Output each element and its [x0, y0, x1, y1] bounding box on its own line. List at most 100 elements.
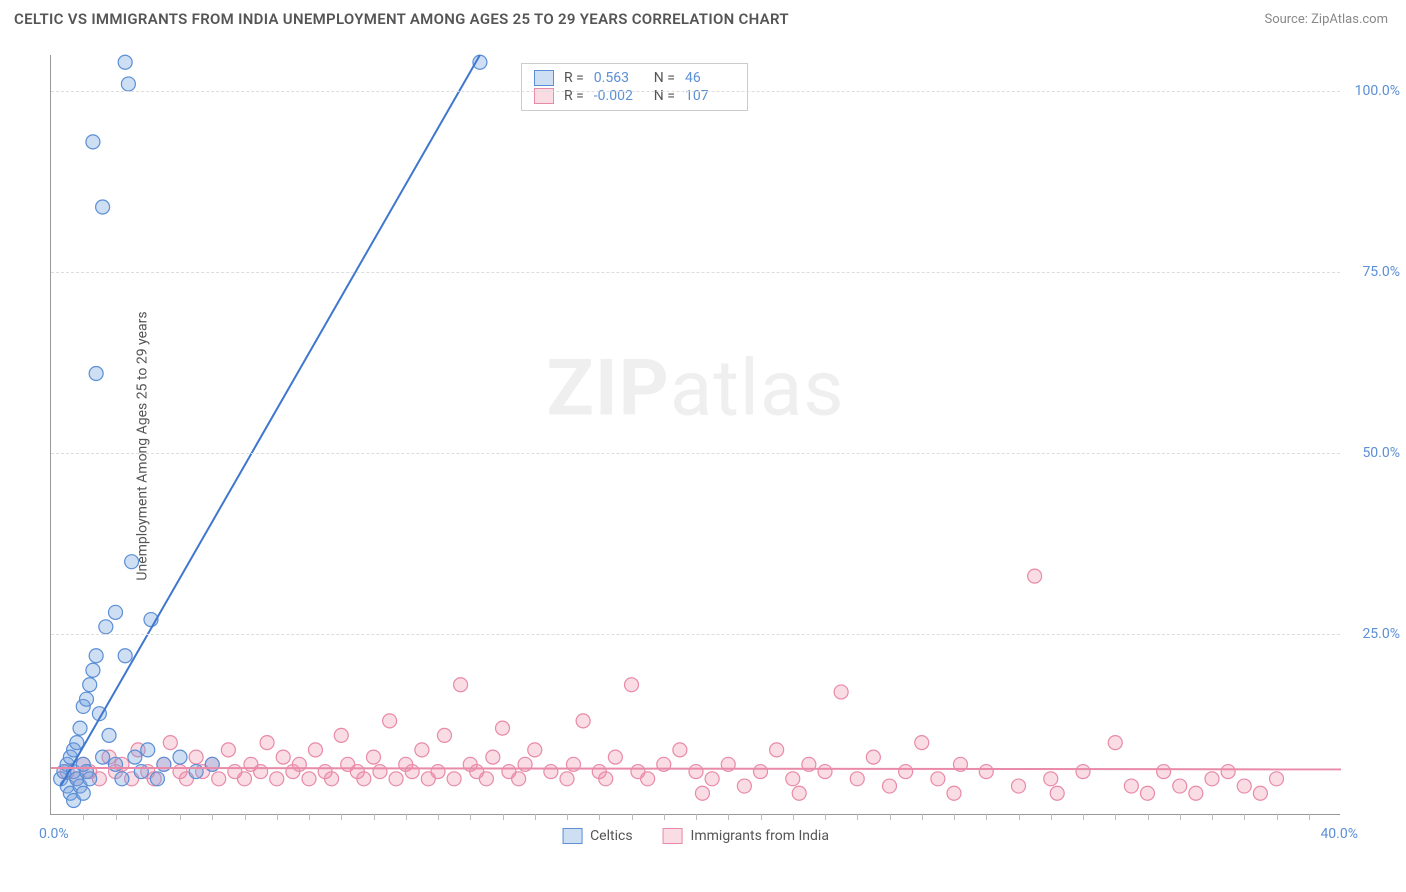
data-point [560, 772, 574, 786]
x-tick [696, 814, 697, 820]
x-tick [664, 814, 665, 820]
legend-item-india: Immigrants from India [663, 828, 829, 844]
data-point [641, 772, 655, 786]
x-tick [1212, 814, 1213, 820]
data-point [73, 721, 87, 735]
data-point [625, 678, 639, 692]
data-point [415, 743, 429, 757]
data-point [121, 77, 135, 91]
x-tick [599, 814, 600, 820]
data-point [260, 736, 274, 750]
x-max-label: 40.0% [1320, 826, 1358, 842]
data-point [528, 743, 542, 757]
data-point [1189, 786, 1203, 800]
x-tick [309, 814, 310, 820]
plot-svg [51, 55, 1340, 814]
x-tick [438, 814, 439, 820]
x-tick [890, 814, 891, 820]
chart-title: CELTIC VS IMMIGRANTS FROM INDIA UNEMPLOY… [14, 10, 789, 28]
plot-area: ZIPatlas R = 0.563 N = 46 R = -0.002 N =… [50, 55, 1340, 815]
data-point [221, 743, 235, 757]
data-point [383, 714, 397, 728]
x-tick [277, 814, 278, 820]
data-point [1221, 765, 1235, 779]
data-point [512, 772, 526, 786]
x-tick [1180, 814, 1181, 820]
data-point [792, 786, 806, 800]
data-point [205, 757, 219, 771]
data-point [373, 765, 387, 779]
data-point [979, 765, 993, 779]
data-point [125, 555, 139, 569]
y-tick-label: 25.0% [1345, 626, 1400, 642]
data-point [931, 772, 945, 786]
data-point [79, 692, 93, 706]
gridline-h [51, 272, 1340, 273]
x-tick [1019, 814, 1020, 820]
y-tick-label: 50.0% [1345, 445, 1400, 461]
data-point [1012, 779, 1026, 793]
gridline-h [51, 91, 1340, 92]
x-tick [793, 814, 794, 820]
data-point [118, 55, 132, 69]
data-point [947, 786, 961, 800]
x-tick [341, 814, 342, 820]
x-tick [632, 814, 633, 820]
data-point [576, 714, 590, 728]
data-point [254, 765, 268, 779]
x-tick [374, 814, 375, 820]
data-point [134, 765, 148, 779]
data-point [334, 728, 348, 742]
data-point [544, 765, 558, 779]
x-tick [406, 814, 407, 820]
data-point [1108, 736, 1122, 750]
data-point [325, 772, 339, 786]
x-min-label: 0.0% [39, 826, 69, 842]
data-point [1237, 779, 1251, 793]
data-point [128, 750, 142, 764]
source-name: ZipAtlas.com [1311, 12, 1388, 27]
x-tick [857, 814, 858, 820]
data-point [454, 678, 468, 692]
data-point [883, 779, 897, 793]
data-point [695, 786, 709, 800]
x-tick [954, 814, 955, 820]
legend-label-celtics: Celtics [590, 828, 632, 844]
data-point [1157, 765, 1171, 779]
data-point [405, 765, 419, 779]
swatch-celtics [562, 828, 582, 844]
x-tick [212, 814, 213, 820]
y-tick-label: 75.0% [1345, 264, 1400, 280]
data-point [1205, 772, 1219, 786]
data-point [479, 772, 493, 786]
trend-line [51, 768, 1341, 769]
data-point [608, 750, 622, 764]
gridline-h [51, 453, 1340, 454]
x-tick [116, 814, 117, 820]
data-point [1044, 772, 1058, 786]
x-tick [1309, 814, 1310, 820]
y-tick-label: 100.0% [1345, 83, 1400, 99]
x-tick [1244, 814, 1245, 820]
data-point [83, 772, 97, 786]
data-point [1253, 786, 1267, 800]
data-point [109, 605, 123, 619]
data-point [850, 772, 864, 786]
data-point [437, 728, 451, 742]
data-point [189, 765, 203, 779]
data-point [76, 786, 90, 800]
data-point [1124, 779, 1138, 793]
data-point [915, 736, 929, 750]
data-point [689, 765, 703, 779]
data-point [1076, 765, 1090, 779]
data-point [150, 772, 164, 786]
x-tick [1115, 814, 1116, 820]
data-point [118, 649, 132, 663]
x-tick [1051, 814, 1052, 820]
data-point [86, 663, 100, 677]
data-point [163, 736, 177, 750]
data-point [238, 772, 252, 786]
x-tick [1277, 814, 1278, 820]
data-point [1173, 779, 1187, 793]
data-point [102, 728, 116, 742]
